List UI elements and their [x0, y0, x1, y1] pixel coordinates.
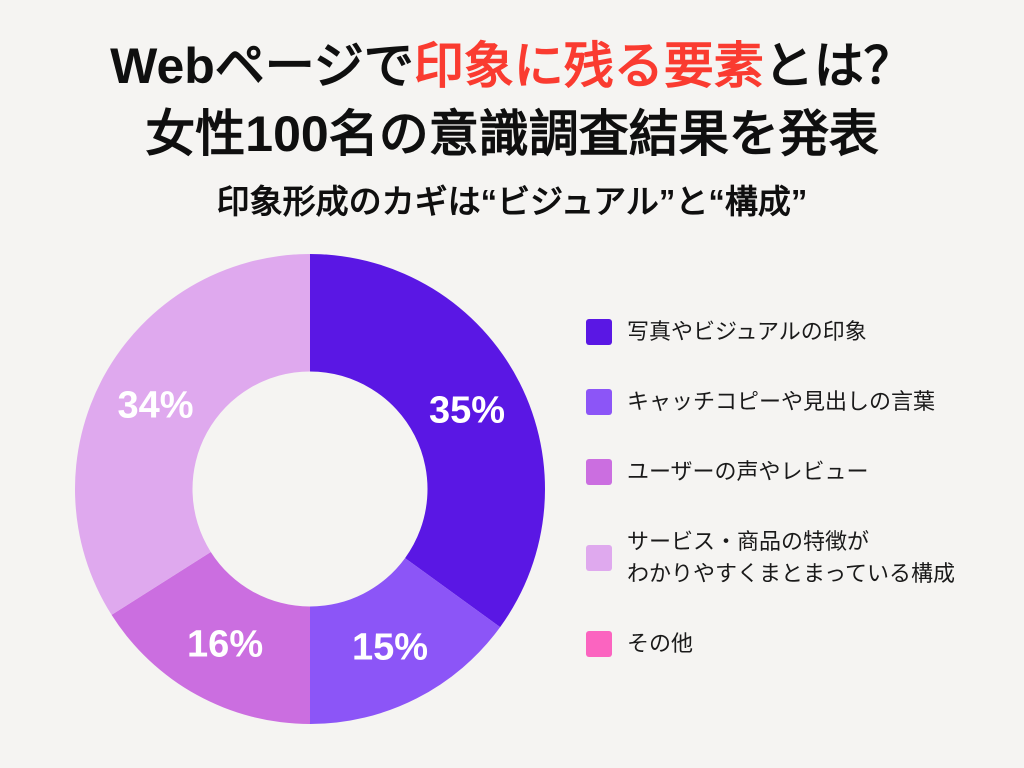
- legend-item: 写真やビジュアルの印象: [586, 316, 955, 348]
- legend-item: ユーザーの声やレビュー: [586, 456, 955, 488]
- legend-item: キャッチコピーや見出しの言葉: [586, 386, 955, 418]
- donut-slice-0: [310, 254, 545, 628]
- legend-swatch-icon: [586, 545, 612, 571]
- donut-chart-svg: 35% 15% 16% 34%: [75, 254, 545, 724]
- slice-percent-label: 16%: [187, 624, 263, 666]
- legend-swatch-icon: [586, 631, 612, 657]
- donut-chart: 35% 15% 16% 34%: [75, 254, 545, 724]
- title-highlight: 印象に残る要素: [413, 38, 764, 94]
- title-prefix: Webページで: [110, 38, 414, 94]
- donut-slice-2: [111, 551, 310, 724]
- legend-label: キャッチコピーや見出しの言葉: [627, 389, 936, 414]
- title-suffix: とは？: [763, 38, 914, 94]
- slice-percent-label: 35%: [429, 389, 505, 431]
- legend-swatch-icon: [586, 389, 612, 415]
- donut-slice-1: [310, 558, 501, 724]
- legend-label: サービス・商品の特徴が わかりやすくまとまっている構成: [627, 529, 956, 586]
- slice-percent-label: 34%: [118, 384, 194, 426]
- subtitle: 印象形成のカギは“ビジュアル”と“構成”: [216, 183, 808, 220]
- legend-label: その他: [627, 631, 694, 656]
- legend-swatch-icon: [586, 319, 612, 345]
- slice-percent-label: 15%: [352, 626, 428, 668]
- page-title-line-1: Webページで印象に残る要素とは？: [0, 32, 1024, 100]
- legend-item: その他: [586, 628, 955, 660]
- legend-swatch-icon: [586, 459, 612, 485]
- legend: 写真やビジュアルの印象キャッチコピーや見出しの言葉 ユーザーの声やレビューサービス…: [586, 316, 955, 660]
- legend-label: 写真やビジュアルの印象: [627, 319, 867, 344]
- header: Webページで印象に残る要素とは？ 女性100名の意識調査結果を発表 印象形成の…: [0, 0, 1024, 224]
- legend-label: ユーザーの声やレビュー: [627, 459, 869, 484]
- donut-slice-3: [75, 254, 310, 615]
- page-title-line-2: 女性100名の意識調査結果を発表: [145, 106, 879, 162]
- legend-item: サービス・商品の特徴が わかりやすくまとまっている構成: [586, 526, 955, 590]
